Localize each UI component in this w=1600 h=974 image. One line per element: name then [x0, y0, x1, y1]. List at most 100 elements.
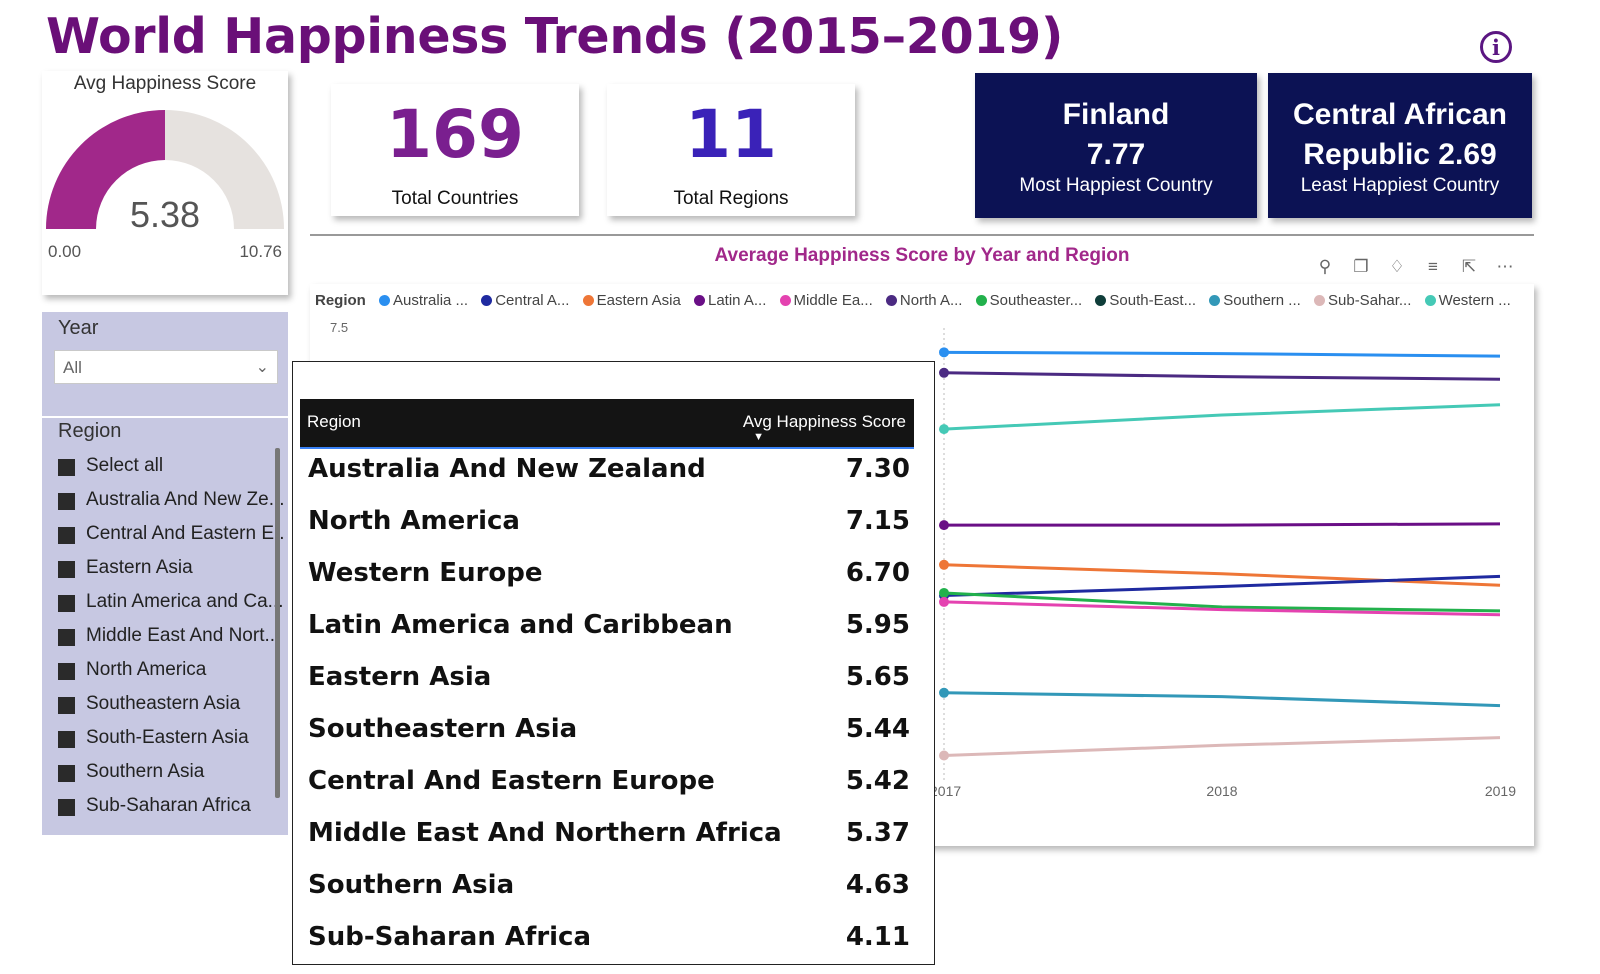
legend-item[interactable]: Eastern Asia [582, 292, 681, 309]
legend-label: Western ... [1438, 292, 1511, 309]
checkbox[interactable] [58, 459, 75, 476]
data-point [939, 424, 949, 435]
region-slicer-label: Region [58, 420, 122, 442]
series-line [943, 574, 1501, 598]
row-region: Western Europe [308, 558, 543, 588]
gauge-value: 5.38 [130, 194, 200, 235]
legend-item[interactable]: Middle Ea... [779, 292, 873, 309]
x-tick-label: 2018 [1206, 783, 1237, 799]
row-score: 5.37 [845, 818, 910, 848]
filter-icon[interactable]: ≡ [1428, 257, 1438, 276]
region-option[interactable]: North America [58, 659, 283, 693]
x-tick-label: 2019 [1485, 783, 1516, 799]
line-chart: 7.5 2017 2018 2019 [330, 320, 1516, 799]
legend-item[interactable]: Latin A... [693, 292, 767, 309]
checkbox[interactable] [58, 595, 75, 612]
bell-icon[interactable]: ♢ [1389, 257, 1405, 276]
column-header-score[interactable]: Avg Happiness Score [742, 412, 906, 431]
year-slicer-label: Year [58, 317, 99, 339]
checkbox[interactable] [58, 765, 75, 782]
legend-label: North A... [899, 292, 963, 309]
checkbox[interactable] [58, 799, 75, 816]
checkbox[interactable] [58, 629, 75, 646]
region-option[interactable]: Latin America and Ca... [58, 591, 283, 625]
checkbox[interactable] [58, 731, 75, 748]
data-point [939, 750, 949, 761]
chart-legend: Region Australia ... Central A... Easter… [315, 292, 1511, 314]
region-option-label: Australia And New Ze... [86, 489, 283, 510]
region-option-label: Eastern Asia [86, 557, 193, 578]
series-line [943, 736, 1501, 758]
table-row: Australia And New Zealand 7.30 [308, 454, 910, 506]
chart-title: Average Happiness Score by Year and Regi… [714, 245, 1130, 266]
region-option-label: South-Eastern Asia [86, 727, 249, 748]
least-happiest-score: Republic 2.69 [1303, 138, 1497, 171]
year-dropdown[interactable]: All ⌄ [54, 350, 278, 384]
legend-label: Southern ... [1223, 292, 1301, 309]
region-option[interactable]: Southern Asia [58, 761, 283, 795]
table-row: Southeastern Asia 5.44 [308, 714, 910, 766]
row-region: Central And Eastern Europe [308, 766, 715, 796]
least-happiest-card: Central African Republic 2.69 Least Happ… [1268, 73, 1532, 218]
total-countries-label: Total Countries [391, 188, 519, 209]
chevron-down-icon: ⌄ [255, 359, 269, 376]
data-point [939, 587, 949, 598]
row-score: 7.15 [845, 506, 910, 536]
legend-item[interactable]: Western ... [1424, 292, 1511, 309]
legend-item[interactable]: Australia ... [379, 292, 468, 309]
checkbox[interactable] [58, 663, 75, 680]
gauge-fill [46, 110, 165, 229]
pin-icon[interactable]: ⚲ [1318, 257, 1332, 276]
region-option-select-all[interactable]: Select all [58, 455, 283, 489]
row-score: 5.65 [845, 662, 910, 692]
checkbox[interactable] [58, 493, 75, 510]
legend-item[interactable]: Southeaster... [975, 292, 1082, 309]
series-line [943, 563, 1501, 587]
region-option-label: Central And Eastern E... [86, 523, 283, 544]
section-divider [310, 234, 1534, 236]
row-region: Latin America and Caribbean [308, 610, 733, 640]
region-option[interactable]: Central And Eastern E... [58, 523, 283, 557]
region-option[interactable]: Southeastern Asia [58, 693, 283, 727]
region-option[interactable]: Australia And New Ze... [58, 489, 283, 523]
series-line [944, 522, 1501, 527]
region-option-label: Latin America and Ca... [86, 591, 283, 612]
checkbox[interactable] [58, 697, 75, 714]
x-tick-label: 2017 [930, 783, 961, 799]
legend-item[interactable]: Sub-Sahar... [1314, 292, 1411, 309]
legend-label: Eastern Asia [596, 292, 681, 309]
copy-icon[interactable]: ❐ [1353, 257, 1369, 276]
total-regions-value: 11 [685, 96, 777, 173]
region-option[interactable]: Sub-Saharan Africa [58, 795, 283, 829]
legend-item[interactable]: North A... [885, 292, 963, 309]
legend-item[interactable]: Central A... [481, 292, 569, 309]
region-option[interactable]: Middle East And Nort... [58, 625, 283, 659]
legend-dot [1095, 295, 1107, 306]
checkbox[interactable] [58, 527, 75, 544]
legend-dot [1424, 295, 1436, 306]
legend-item[interactable]: Southern ... [1209, 292, 1301, 309]
table-row: Eastern Asia 5.65 [308, 662, 910, 714]
table-header: Region Avg Happiness Score ▼ [300, 399, 914, 449]
gauge-max: 10.76 [239, 242, 282, 261]
expand-icon[interactable]: ⇱ [1461, 257, 1477, 276]
total-countries-value: 169 [386, 96, 524, 173]
checkbox[interactable] [58, 561, 75, 578]
region-scrollbar[interactable] [275, 448, 280, 798]
total-regions-card: 11 Total Regions [607, 84, 855, 216]
info-icon[interactable]: i [1480, 31, 1512, 63]
row-score: 5.42 [845, 766, 910, 796]
region-option[interactable]: Eastern Asia [58, 557, 283, 591]
series-line [943, 591, 1501, 613]
legend-dot [379, 295, 391, 306]
more-icon[interactable]: ⋯ [1496, 257, 1514, 276]
gauge-min: 0.00 [48, 242, 82, 261]
region-option-label: Southeastern Asia [86, 693, 241, 714]
legend-label: Latin A... [707, 292, 767, 309]
column-header-region[interactable]: Region [307, 412, 361, 431]
row-region: Eastern Asia [308, 662, 492, 692]
legend-item[interactable]: South-East... [1095, 292, 1196, 309]
row-score: 6.70 [845, 558, 910, 588]
legend-dot [1314, 295, 1325, 306]
region-option[interactable]: South-Eastern Asia [58, 727, 283, 761]
